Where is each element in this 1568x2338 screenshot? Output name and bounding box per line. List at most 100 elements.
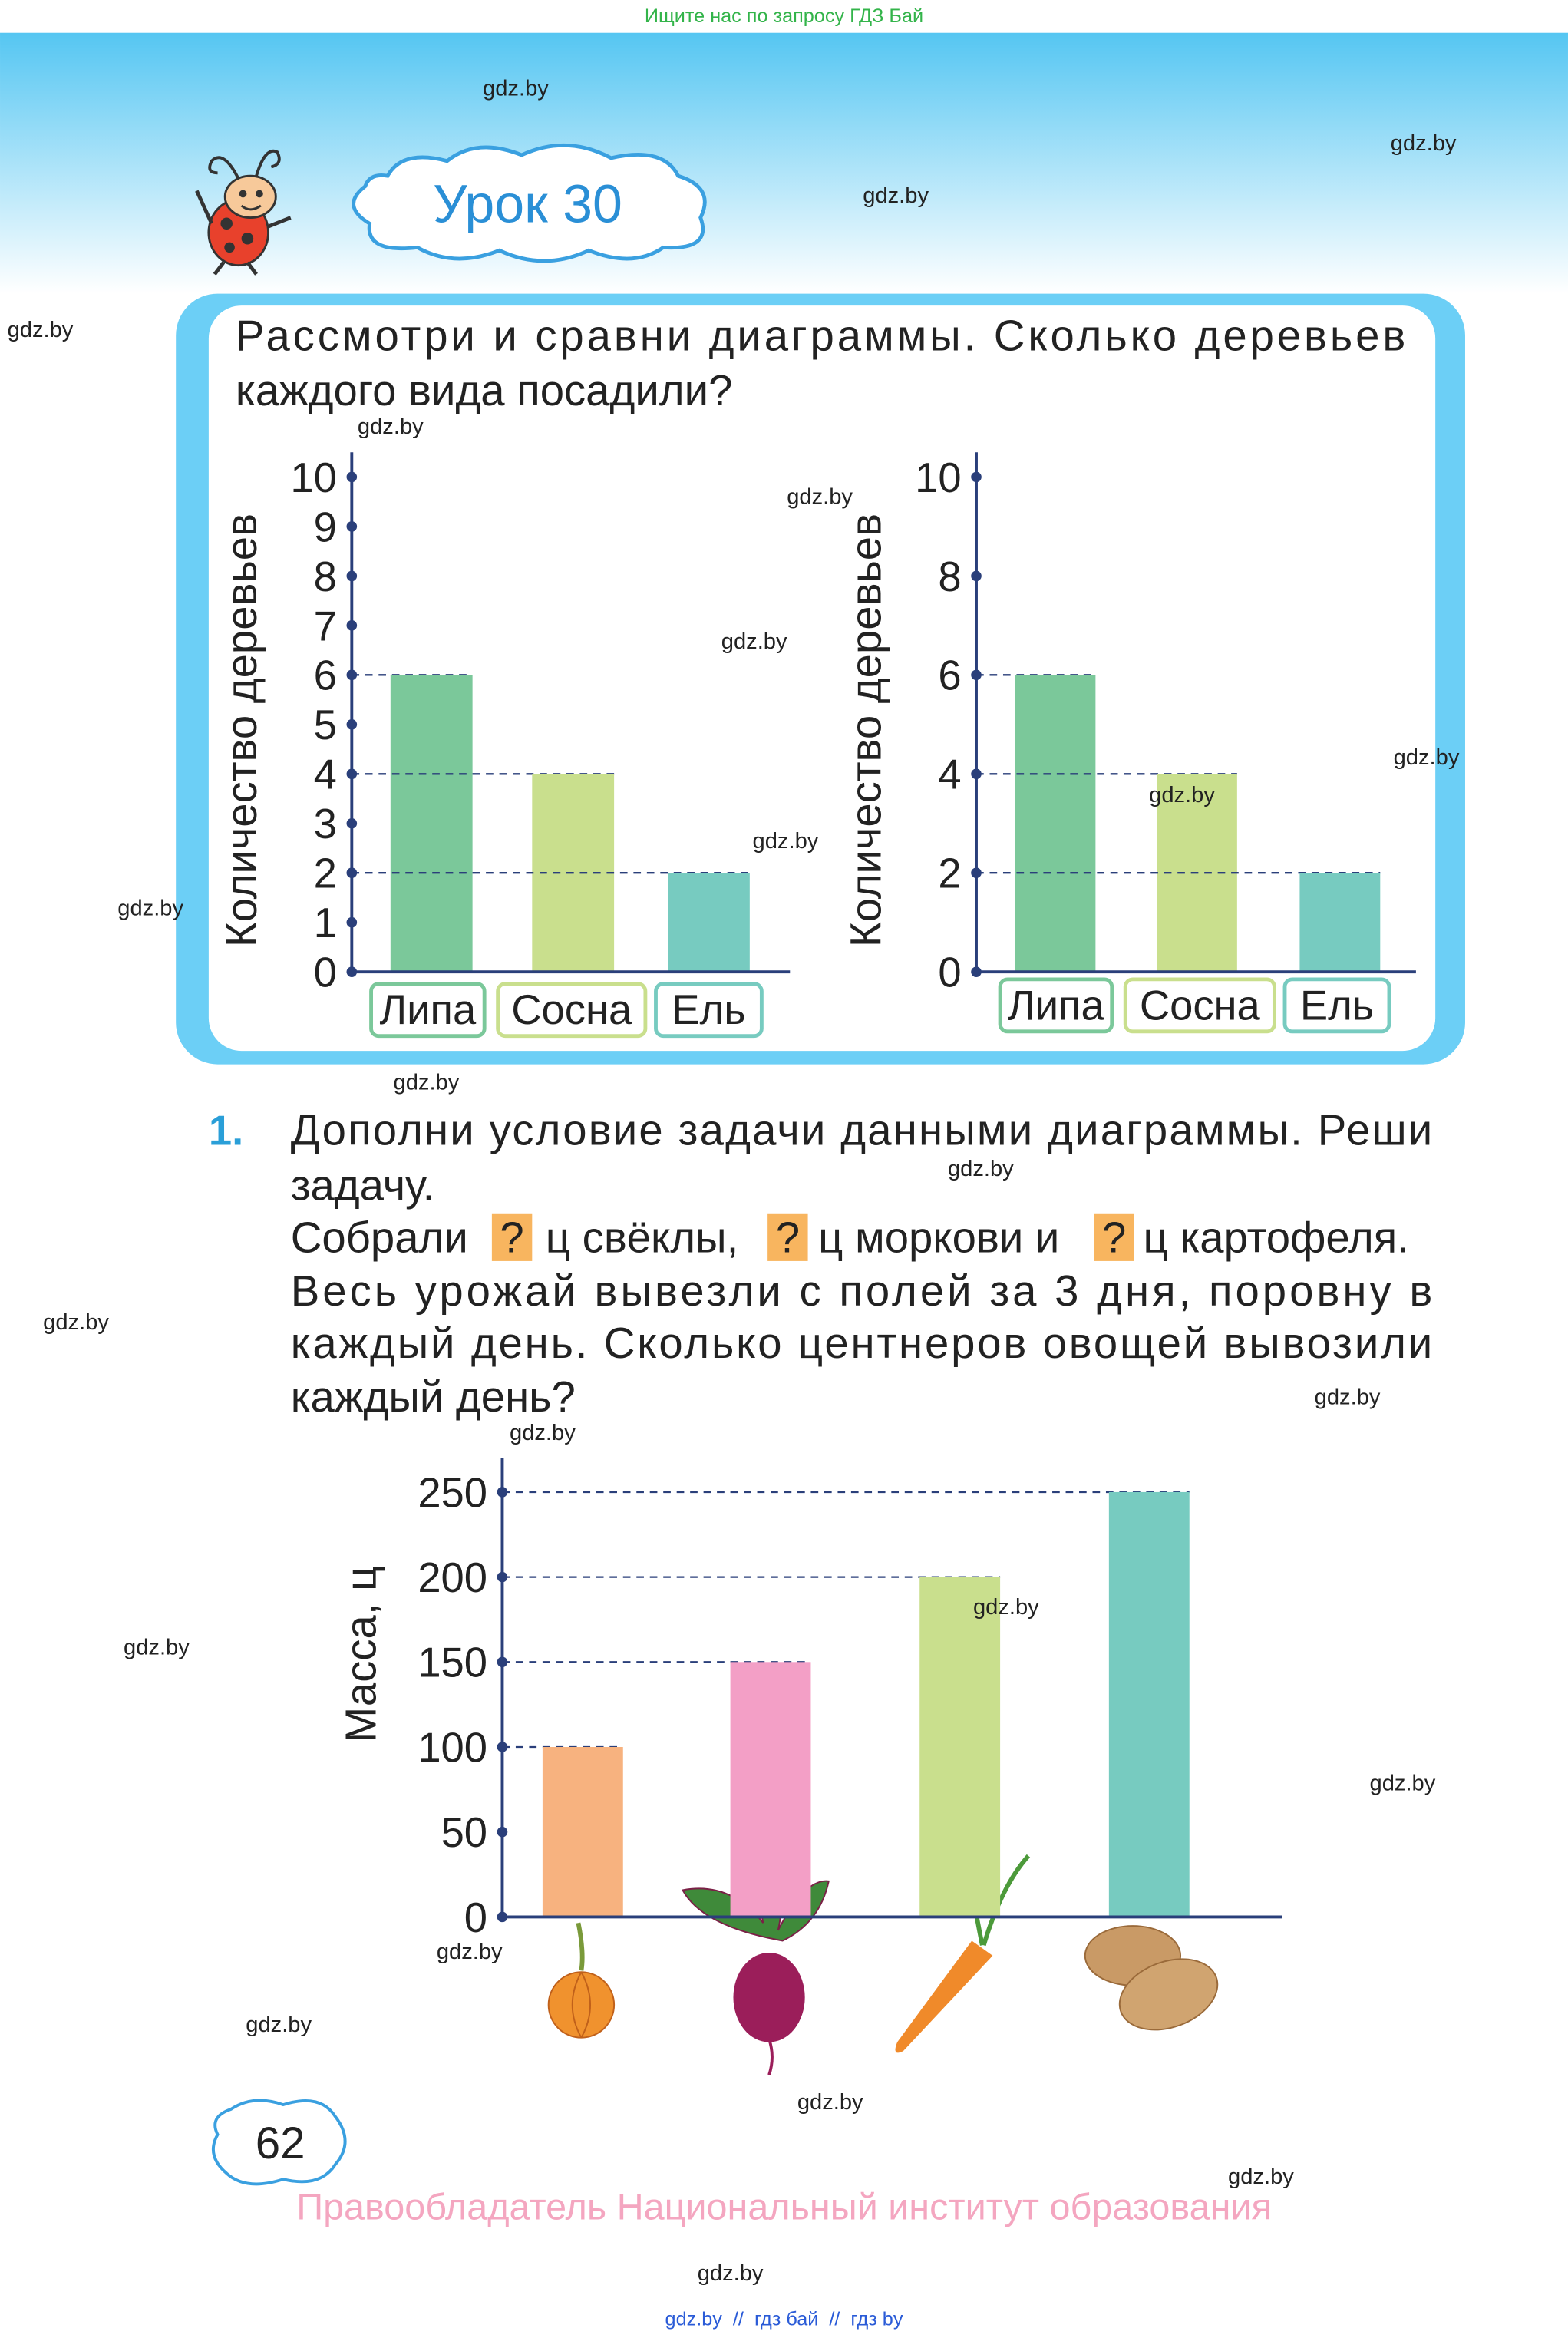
watermark: gdz.by — [43, 1310, 109, 1335]
blank-box — [1094, 1213, 1134, 1261]
watermark: gdz.by — [1394, 745, 1460, 770]
y-tick-label: 5 — [314, 702, 337, 748]
watermark: gdz.by — [510, 1421, 576, 1445]
watermark: gdz.by — [394, 1071, 460, 1095]
tick-dot — [346, 817, 358, 829]
tick-dot — [497, 1742, 508, 1752]
watermark: gdz.by — [721, 629, 787, 654]
exercise-text: ц моркови и — [818, 1213, 1059, 1261]
bar — [668, 873, 750, 973]
task-text: Рассмотри и сравни диаграммы. Сколько де… — [236, 311, 1405, 359]
watermark: gdz.by — [124, 1636, 190, 1660]
bar — [730, 1662, 811, 1917]
tick-dot — [497, 1826, 508, 1838]
category-box — [496, 982, 648, 1039]
exercise-number: 1. — [209, 1107, 243, 1154]
potato-illustration — [1084, 1925, 1219, 2031]
y-tick-label: 200 — [418, 1554, 487, 1601]
tick-dot — [971, 768, 982, 780]
watermark: gdz.by — [117, 896, 183, 920]
watermark: gdz.by — [246, 2013, 312, 2037]
blank-mark: ? — [500, 1213, 523, 1261]
y-tick-label: 0 — [938, 949, 961, 996]
y-tick-label: 4 — [314, 751, 337, 798]
exercise-text: задачу. — [291, 1161, 435, 1209]
bar — [390, 675, 473, 973]
x-tick-label: Липа — [1008, 982, 1104, 1029]
ladybug-illustration — [195, 149, 292, 276]
watermark: gdz.by — [483, 76, 549, 101]
tick-dot — [346, 471, 358, 483]
blank-box — [767, 1213, 808, 1261]
watermark: gdz.by — [787, 484, 853, 509]
tick-dot — [497, 1487, 508, 1498]
watermark: gdz.by — [1370, 1771, 1436, 1795]
y-tick-label: 0 — [314, 949, 337, 996]
banner: Ищите нас по запросу ГДЗ Бай — [645, 5, 923, 27]
tick-dot — [497, 1911, 508, 1923]
tick-dot — [346, 768, 358, 780]
tick-dot — [971, 867, 982, 879]
watermark: gdz.by — [698, 2261, 764, 2286]
footer: gdz.by // гдз бай // гдз by — [665, 2308, 903, 2330]
tick-dot — [971, 471, 982, 483]
x-tick-label: Сосна — [1140, 982, 1261, 1029]
bar — [1299, 873, 1381, 973]
y-tick-label: 2 — [314, 850, 337, 897]
y-tick-label: 0 — [464, 1894, 487, 1941]
y-axis-label: Количество деревьев — [217, 514, 266, 947]
task-panel — [208, 305, 1436, 1052]
y-tick-label: 9 — [314, 504, 337, 550]
y-tick-label: 8 — [938, 553, 961, 600]
tick-dot — [497, 1571, 508, 1583]
tick-dot — [346, 916, 358, 928]
onion-illustration — [547, 1922, 616, 2039]
watermark: gdz.by — [948, 1157, 1014, 1181]
tick-dot — [346, 521, 358, 532]
y-axis-label: Количество деревьев — [842, 514, 890, 947]
y-tick-label: 3 — [314, 801, 337, 847]
watermark: gdz.by — [753, 829, 819, 854]
category-box — [654, 982, 764, 1039]
bar — [1015, 675, 1096, 973]
y-tick-label: 7 — [314, 603, 337, 649]
tick-dot — [971, 669, 982, 681]
exercise-text: каждый день. Сколько центнеров овощей вы… — [291, 1319, 1433, 1367]
tick-dot — [497, 1656, 508, 1668]
exercise-text: каждый день? — [291, 1372, 576, 1421]
tick-dot — [971, 966, 982, 977]
watermark: gdz.by — [437, 1940, 503, 1964]
category-box — [998, 977, 1114, 1034]
bar — [1108, 1491, 1190, 1917]
exercise-text: Весь урожай вывезли с полей за 3 дня, по… — [291, 1266, 1433, 1315]
category-box — [1123, 977, 1276, 1034]
bar — [919, 1577, 1001, 1917]
watermark: gdz.by — [797, 2090, 863, 2115]
y-tick-label: 10 — [290, 454, 336, 501]
watermark: gdz.by — [358, 414, 424, 439]
watermark: gdz.by — [973, 1595, 1039, 1620]
blank-box — [491, 1213, 533, 1261]
watermark: gdz.by — [1149, 783, 1215, 807]
exercise-text: Собрали — [291, 1213, 468, 1261]
chart: Масса, ц 0 50 100 150 200 250 — [336, 1458, 1282, 1941]
exercise-text: ц свёклы, — [546, 1213, 738, 1261]
exercise-text: Дополни условие задачи данными диаграммы… — [291, 1105, 1433, 1154]
x-tick-label: Ель — [1300, 982, 1374, 1029]
tick-dot — [346, 867, 358, 879]
watermark: gdz.by — [1315, 1385, 1381, 1409]
page-number-cloud — [211, 2099, 347, 2186]
chart: Количество деревьев 0 2 4 6 8 10 Липа Сосна Ель — [842, 452, 1416, 1034]
tick-dot — [346, 669, 358, 681]
y-tick-label: 8 — [314, 553, 337, 600]
page-number: 62 — [256, 2118, 305, 2168]
task-text: каждого вида посадили? — [236, 366, 733, 414]
watermark: gdz.by — [1391, 131, 1457, 156]
tick-dot — [346, 719, 358, 730]
y-tick-label: 6 — [938, 652, 961, 699]
x-tick-label: Липа — [380, 986, 477, 1033]
watermark: gdz.by — [1228, 2165, 1294, 2189]
